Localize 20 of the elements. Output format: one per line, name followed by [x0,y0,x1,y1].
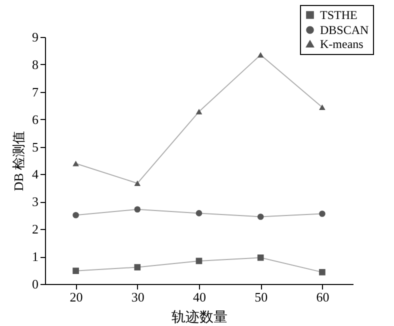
y-tick-label: 3 [32,194,38,210]
y-tick-label: 4 [32,166,39,182]
legend-label: TSTHE [320,8,358,22]
x-tick-label: 20 [70,290,83,304]
y-tick-label: 9 [32,30,38,44]
legend-label: DBSCAN [320,23,370,37]
y-tick-label: 1 [32,249,38,264]
x-axis-title: 轨迹数量 [172,310,228,326]
y-axis-title: DB 检测值 [11,130,26,192]
legend-label: K-means [320,37,364,51]
y-tick-label: 5 [32,139,38,154]
x-tick-label: 60 [316,290,330,304]
x-tick-label: 30 [131,290,144,304]
y-tick-label: 8 [32,56,38,72]
y-tick-label: 2 [32,222,38,237]
x-tick-label: 40 [193,290,206,304]
y-tick-label: 6 [32,112,39,127]
x-tick-label: 50 [254,290,268,304]
y-tick-label: 7 [32,84,39,100]
y-tick-label: 0 [32,276,38,292]
